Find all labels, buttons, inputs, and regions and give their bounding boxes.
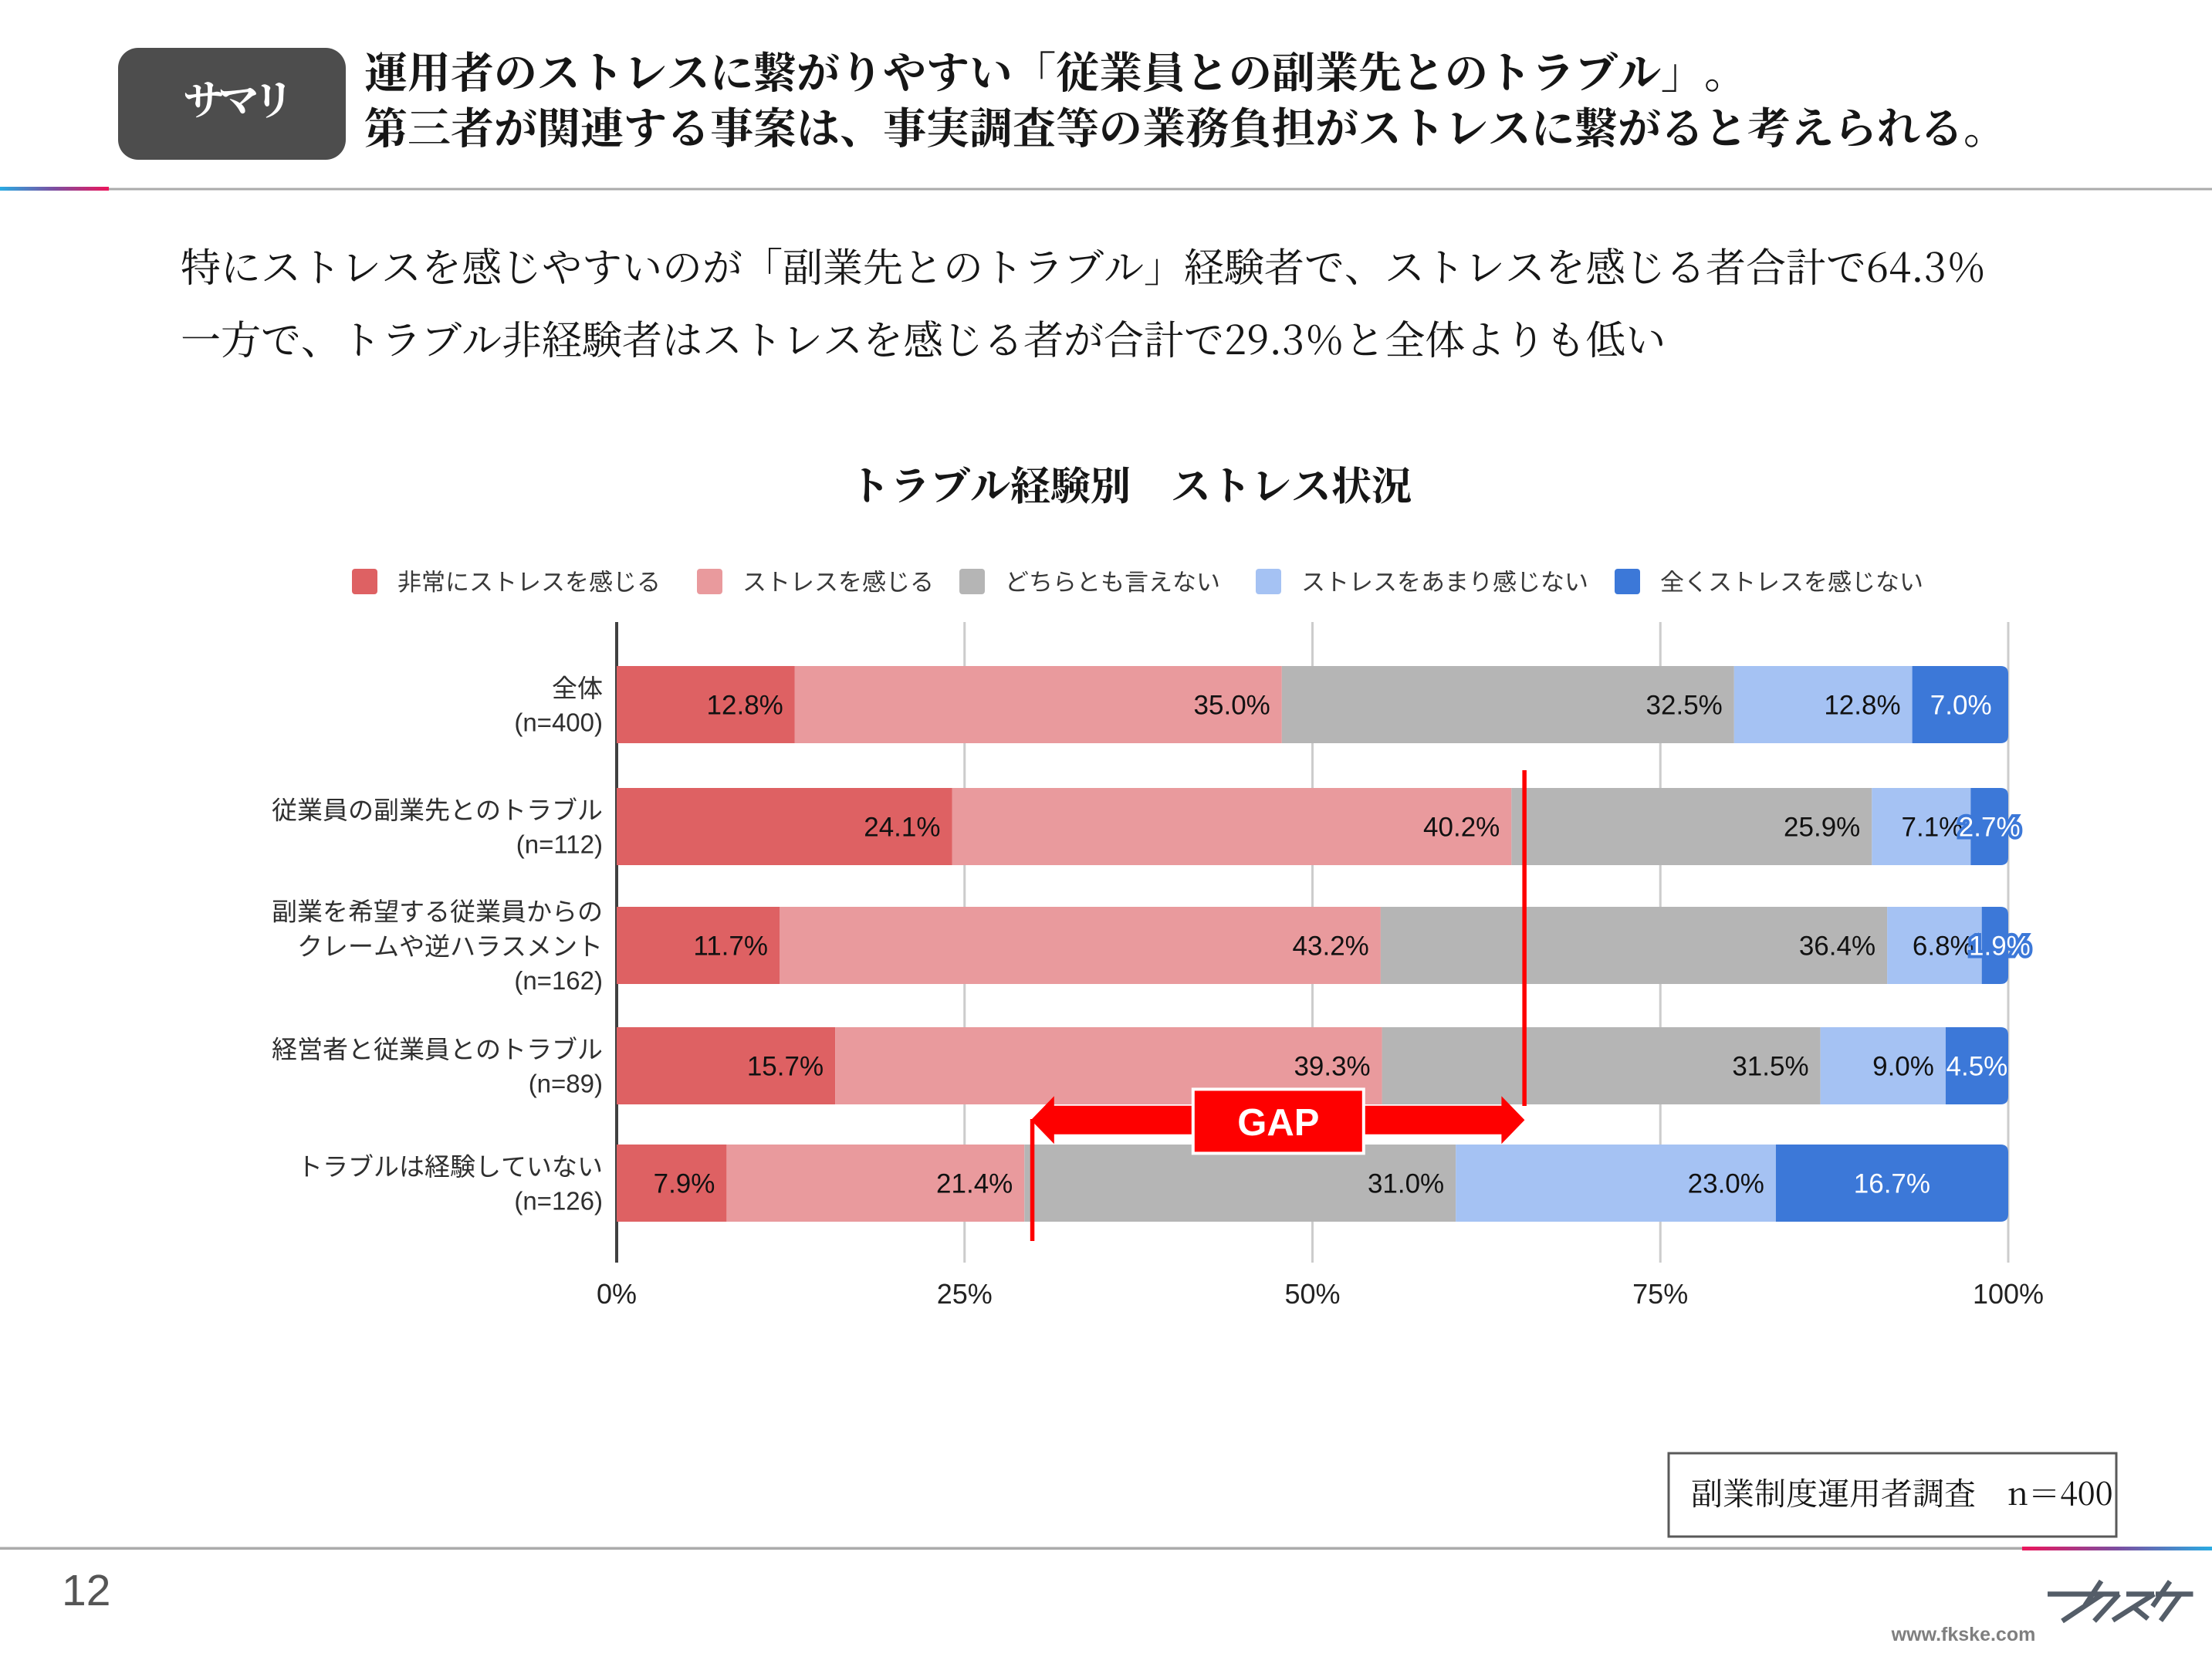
svg-text:(n=126): (n=126)	[514, 1186, 603, 1215]
svg-text:7.9%: 7.9%	[654, 1169, 715, 1199]
svg-text:(n=89): (n=89)	[529, 1069, 603, 1097]
svg-text:12: 12	[62, 1566, 110, 1615]
svg-text:4.5%: 4.5%	[1946, 1052, 2008, 1082]
svg-text:32.5%: 32.5%	[1646, 691, 1723, 721]
svg-text:25.9%: 25.9%	[1784, 813, 1860, 843]
svg-text:35.0%: 35.0%	[1194, 691, 1270, 721]
svg-text:(n=400): (n=400)	[514, 708, 603, 736]
svg-text:(n=162): (n=162)	[514, 966, 603, 995]
svg-text:16.7%: 16.7%	[1854, 1169, 1930, 1199]
svg-text:9.0%: 9.0%	[1872, 1052, 1934, 1082]
svg-text:23.0%: 23.0%	[1688, 1169, 1764, 1199]
svg-text:31.0%: 31.0%	[1368, 1169, 1444, 1199]
svg-text:11.7%: 11.7%	[693, 932, 768, 962]
svg-text:7.0%: 7.0%	[1930, 691, 1992, 721]
svg-text:50%: 50%	[1284, 1278, 1340, 1310]
svg-text:1.9%: 1.9%	[1969, 932, 2031, 962]
svg-text:12.8%: 12.8%	[1824, 691, 1900, 721]
svg-text:15.7%: 15.7%	[747, 1052, 824, 1082]
svg-text:0%: 0%	[597, 1278, 637, 1310]
svg-text:40.2%: 40.2%	[1423, 813, 1500, 843]
svg-text:39.3%: 39.3%	[1294, 1052, 1370, 1082]
svg-text:31.5%: 31.5%	[1732, 1052, 1808, 1082]
svg-text:25%: 25%	[937, 1278, 993, 1310]
svg-text:2.7%: 2.7%	[1959, 813, 2021, 843]
svg-text:6.8%: 6.8%	[1913, 932, 1974, 962]
svg-text:www.fkske.com: www.fkske.com	[1891, 1624, 2036, 1645]
svg-text:75%: 75%	[1632, 1278, 1688, 1310]
svg-text:21.4%: 21.4%	[936, 1169, 1013, 1199]
svg-text:36.4%: 36.4%	[1799, 932, 1875, 962]
svg-text:43.2%: 43.2%	[1293, 932, 1369, 962]
svg-text:24.1%: 24.1%	[864, 813, 940, 843]
svg-text:100%: 100%	[1973, 1278, 2044, 1310]
svg-text:(n=112): (n=112)	[516, 830, 603, 858]
svg-text:12.8%: 12.8%	[707, 691, 783, 721]
svg-text:GAP: GAP	[1237, 1102, 1319, 1144]
svg-text:7.1%: 7.1%	[1902, 813, 1963, 843]
